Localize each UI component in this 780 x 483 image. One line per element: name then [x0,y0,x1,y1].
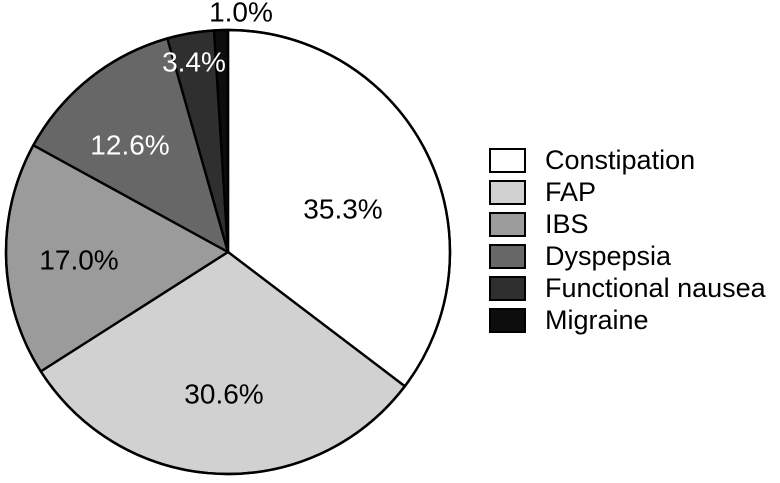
legend-item-fap: FAP [489,179,766,206]
legend-swatch-migraine [489,308,526,333]
legend-swatch-ibs [489,212,526,237]
legend-label-functional-nausea: Functional nausea [545,273,766,303]
legend-item-dyspepsia: Dyspepsia [489,243,766,270]
legend-swatch-fap [489,180,526,205]
legend-label-dyspepsia: Dyspepsia [545,241,672,271]
pie-outline [4,28,452,476]
legend-item-functional-nausea: Functional nausea [489,275,766,302]
pie-slice-label-migraine: 1.0% [209,0,273,28]
legend-label-fap: FAP [545,177,597,207]
legend-item-migraine: Migraine [489,307,766,334]
legend-label-ibs: IBS [545,209,589,239]
pie-slice-label-dyspepsia: 12.6% [90,130,169,161]
legend-label-migraine: Migraine [545,305,649,335]
legend-label-constipation: Constipation [545,145,696,175]
pie-slice-label-ibs: 17.0% [39,245,118,276]
legend-swatch-dyspepsia [489,244,526,269]
pie-slice-label-fap: 30.6% [184,379,263,410]
pie-chart: 35.3% 30.6% 17.0% 12.6% 3.4% 1.0% [4,0,452,476]
pie-slice-label-constipation: 35.3% [303,194,382,225]
legend-item-ibs: IBS [489,211,766,238]
legend-swatch-functional-nausea [489,276,526,301]
legend: Constipation FAP IBS Dyspepsia Functional na… [489,147,766,339]
legend-item-constipation: Constipation [489,147,766,174]
pie-slice-label-functional-nausea: 3.4% [162,47,226,78]
legend-swatch-constipation [489,148,526,173]
